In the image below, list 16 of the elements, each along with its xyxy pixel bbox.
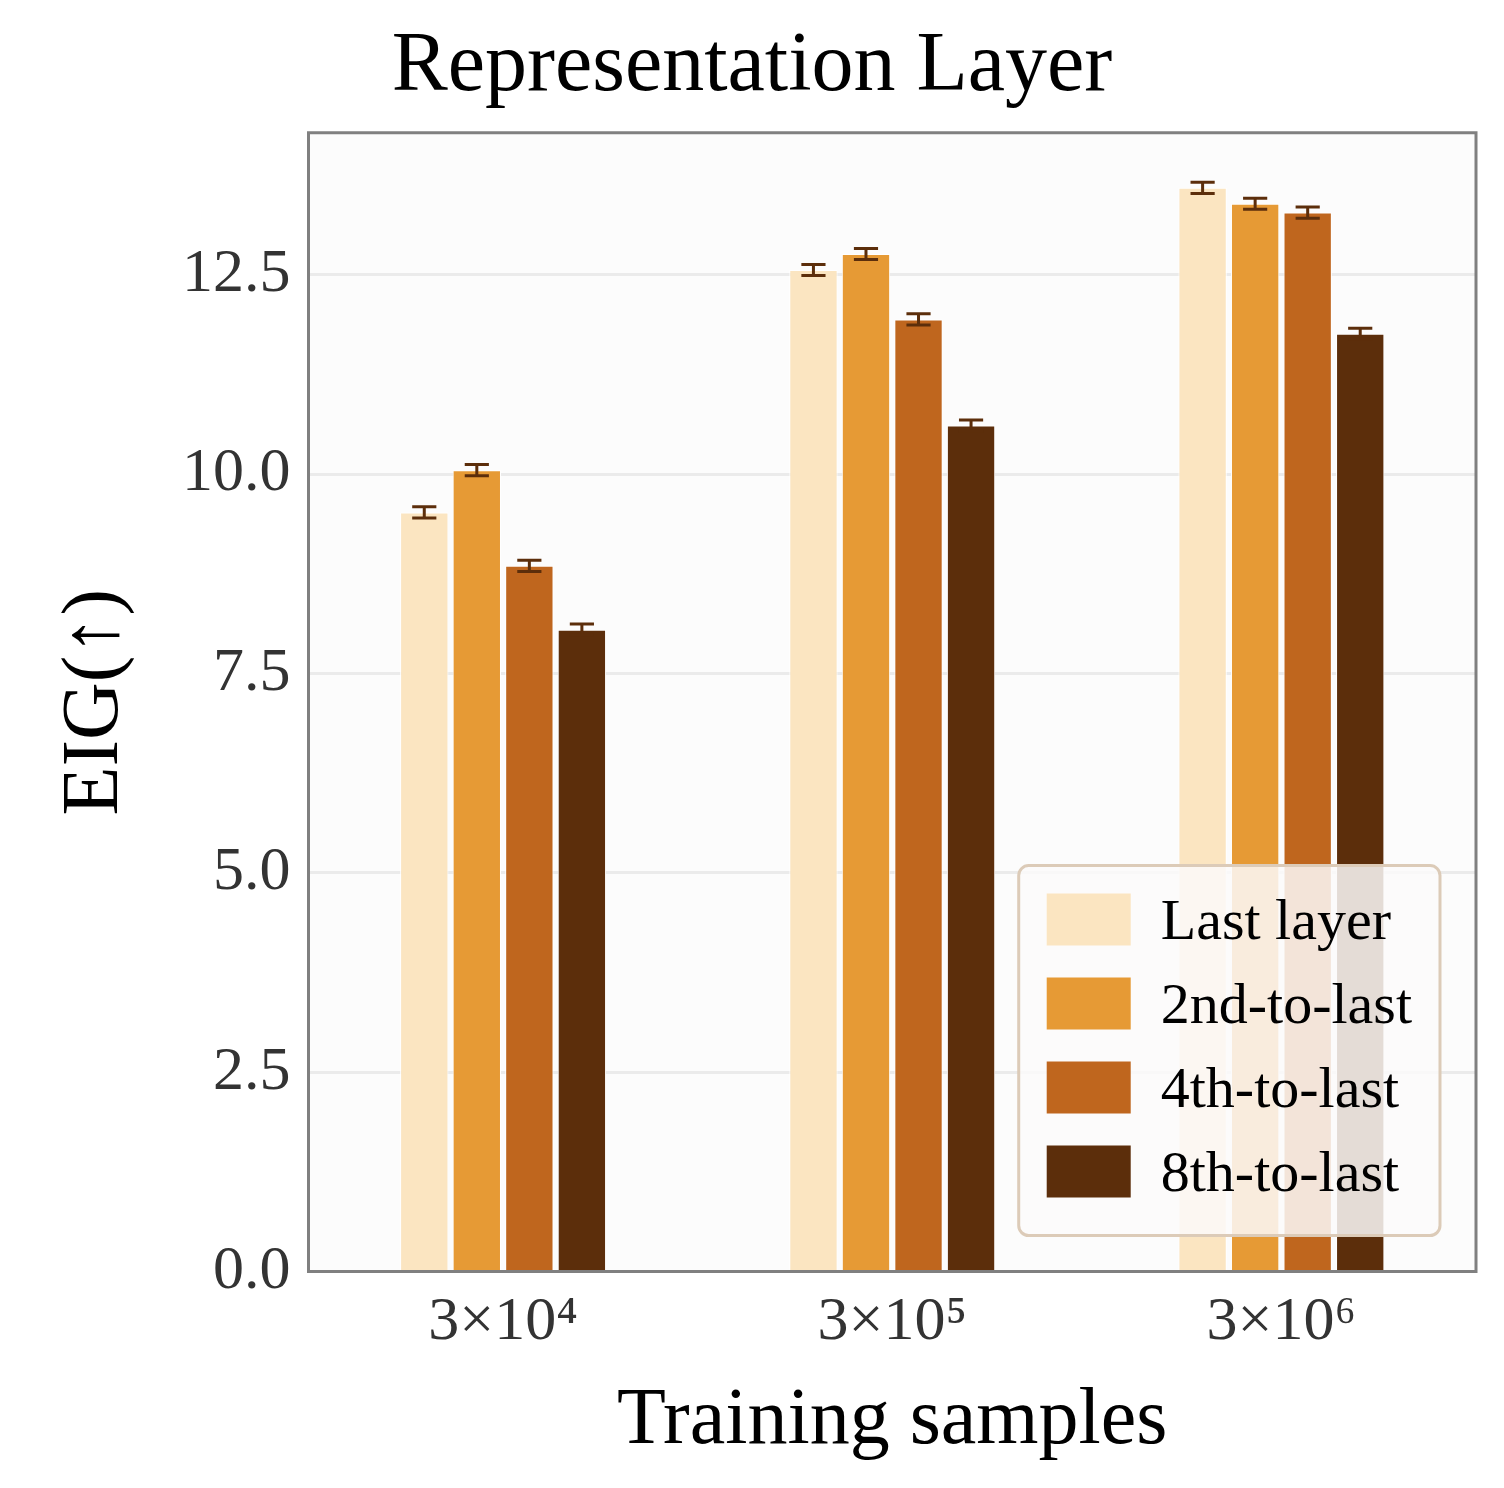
legend-label: Last layer [1160,886,1391,952]
y-tick-label: 0.0 [213,1232,291,1301]
x-tick-label: 3×10⁴ [428,1284,578,1353]
legend-label: 2nd-to-last [1160,970,1413,1036]
x-tick-label: 3×10⁵ [817,1284,968,1353]
y-tick-label: 5.0 [213,834,291,903]
y-tick-label: 2.5 [213,1033,291,1102]
x-axis-title: Training samples [617,1372,1168,1461]
chart-title: Representation Layer [391,15,1113,109]
legend-label: 8th-to-last [1160,1138,1400,1204]
y-tick-label: 7.5 [213,634,291,703]
y-tick-label: 12.5 [182,236,291,305]
y-tick-label: 10.0 [182,435,291,504]
y-axis-title: EIG(↑) [46,588,136,816]
legend-label: 4th-to-last [1160,1054,1400,1120]
x-tick-label: 3×10⁶ [1206,1284,1357,1353]
